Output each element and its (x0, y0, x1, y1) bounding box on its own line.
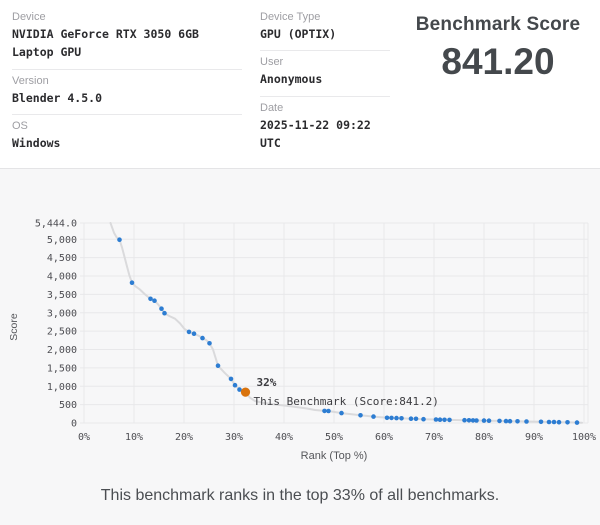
svg-text:1,000: 1,000 (47, 382, 77, 393)
svg-text:30%: 30% (225, 432, 243, 443)
svg-text:4,500: 4,500 (47, 253, 77, 264)
svg-text:100%: 100% (572, 432, 596, 443)
user-value: Anonymous (260, 72, 323, 87)
rank-summary-text: This benchmark ranks in the top 33% of a… (100, 487, 500, 504)
svg-text:90%: 90% (525, 432, 543, 443)
svg-text:1,500: 1,500 (47, 363, 77, 374)
svg-text:2,500: 2,500 (47, 327, 77, 338)
svg-text:3,000: 3,000 (47, 308, 77, 319)
svg-text:50%: 50% (325, 432, 343, 443)
info-row-date: Date 2025-11-22 09:22 UTC (260, 95, 390, 160)
benchmark-summary-card: Device NVIDIA GeForce RTX 3050 6GB Lapto… (0, 0, 600, 169)
user-label: User (260, 56, 284, 69)
date-label: Date (260, 101, 284, 114)
svg-text:40%: 40% (275, 432, 293, 443)
device-value: NVIDIA GeForce RTX 3050 6GB Laptop GPU (12, 27, 199, 60)
device-type-label: Device Type (260, 11, 321, 23)
score-value: 841.20 (441, 41, 555, 82)
device-label: Device (12, 11, 46, 23)
svg-text:3,500: 3,500 (47, 290, 77, 301)
device-info-column: Device NVIDIA GeForce RTX 3050 6GB Lapto… (12, 6, 242, 160)
run-info-column: Device Type GPU (OPTIX) User Anonymous D… (260, 6, 390, 160)
svg-text:2,000: 2,000 (47, 345, 77, 356)
info-row-version: Version Blender 4.5.0 (12, 68, 242, 114)
os-value: Windows (12, 136, 61, 151)
score-title: Benchmark Score (415, 14, 581, 35)
svg-text:4,000: 4,000 (47, 272, 77, 283)
version-value: Blender 4.5.0 (12, 90, 103, 105)
svg-text:0%: 0% (78, 432, 90, 443)
svg-text:Score: Score (8, 313, 20, 341)
svg-text:70%: 70% (425, 432, 443, 443)
svg-text:5,444.0: 5,444.0 (35, 219, 77, 230)
svg-text:Rank (Top %): Rank (Top %) (301, 450, 368, 462)
info-row-user: User Anonymous (260, 50, 390, 95)
info-row-device-type: Device Type GPU (OPTIX) (260, 6, 390, 50)
version-label: Version (12, 74, 49, 87)
date-value: 2025-11-22 09:22 UTC (260, 117, 371, 151)
svg-text:5,000: 5,000 (47, 235, 77, 246)
info-row-device: Device NVIDIA GeForce RTX 3050 6GB Lapto… (12, 6, 242, 69)
rank-distribution-chart[interactable]: 5,444.0 5,000 4,500 4,000 3,500 3,000 2,500 2,0… (0, 200, 600, 470)
svg-text:32%: 32% (257, 376, 277, 389)
info-row-os: OS Windows (12, 114, 242, 159)
device-type-value: GPU (OPTIX) (260, 27, 337, 41)
svg-text:60%: 60% (375, 432, 393, 443)
svg-text:This Benchmark (Score:841.2): This Benchmark (Score:841.2) (254, 395, 439, 408)
svg-text:500: 500 (59, 400, 77, 411)
svg-text:10%: 10% (125, 432, 143, 443)
os-label: OS (12, 120, 28, 133)
svg-text:0: 0 (71, 419, 77, 430)
svg-text:80%: 80% (475, 432, 493, 443)
score-panel: Benchmark Score 841.20 (398, 14, 598, 83)
svg-text:20%: 20% (175, 432, 193, 443)
